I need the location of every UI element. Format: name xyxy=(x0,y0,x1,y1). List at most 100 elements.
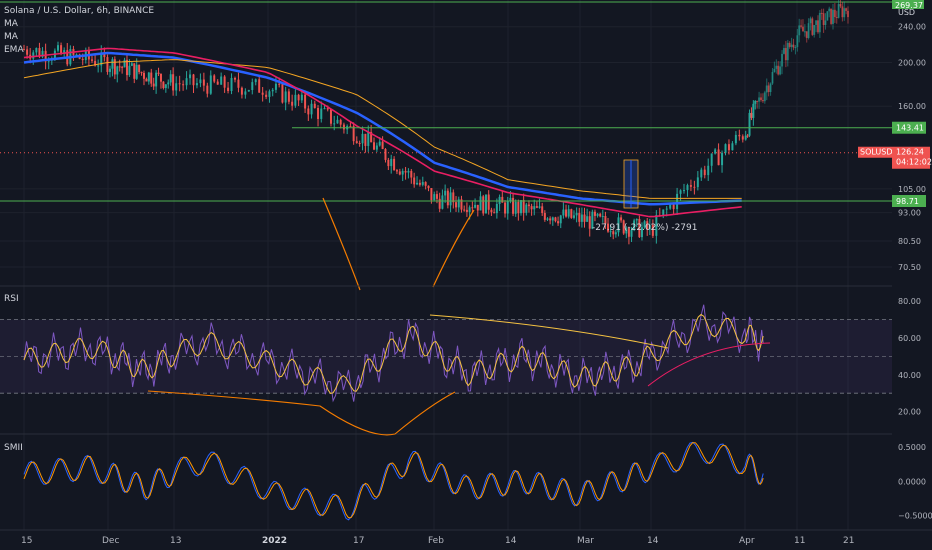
candle-body xyxy=(646,221,649,230)
candle-body xyxy=(617,217,620,233)
candle-body xyxy=(514,202,517,214)
rsi-pane[interactable]: RSI xyxy=(0,294,892,436)
current-symbol-label: SOLUSD xyxy=(860,148,893,157)
candle-body xyxy=(763,92,766,102)
candle-body xyxy=(393,158,396,171)
level-tag-label: 143.41 xyxy=(896,124,924,133)
candle-body xyxy=(830,8,833,24)
candle-body xyxy=(125,59,128,76)
candle-body xyxy=(145,78,148,82)
candle-body xyxy=(583,214,586,222)
candle-body xyxy=(707,165,710,176)
candle-body xyxy=(798,25,801,36)
candle-body xyxy=(387,159,390,167)
candle-body xyxy=(128,65,131,76)
ema-line xyxy=(23,47,742,218)
candle-body xyxy=(268,91,271,97)
price-axis[interactable]: 269.37 USD 240.00 200.00 160.00 105.00 93.00… xyxy=(858,0,932,530)
candle-body xyxy=(23,49,25,51)
candle-body xyxy=(297,94,300,101)
candle-body xyxy=(175,83,178,91)
candle-body xyxy=(683,190,686,192)
drawn-curve-right[interactable] xyxy=(432,209,475,288)
candle-body xyxy=(444,190,447,196)
time-label-21: 21 xyxy=(843,536,854,546)
time-axis[interactable]: 15 Dec 13 2022 17 Feb 14 Mar 14 Apr 11 2… xyxy=(0,529,932,550)
top-price-label: 269.37 xyxy=(895,1,923,10)
candle-body xyxy=(271,89,274,92)
candle-body xyxy=(696,177,699,188)
level-lines[interactable] xyxy=(0,127,892,202)
candle-body xyxy=(323,108,326,110)
candle-body xyxy=(455,202,458,208)
candle-body xyxy=(525,204,528,213)
time-label-2022: 2022 xyxy=(262,536,287,546)
time-axis-bg xyxy=(0,530,932,550)
candle-body xyxy=(349,126,352,128)
candle-body xyxy=(724,144,727,153)
level-tag-label: 98.71 xyxy=(896,197,919,206)
candle-body xyxy=(655,214,658,236)
candle-body xyxy=(689,185,692,187)
candle-body xyxy=(446,190,449,206)
candle-body xyxy=(460,199,463,210)
candle-body xyxy=(468,207,471,212)
candle-body xyxy=(155,72,158,87)
candle-body xyxy=(538,206,541,208)
candle-body xyxy=(672,204,675,210)
price-pane[interactable]: -27.91 (-22.02%) -2791 Solana / U.S. Dol… xyxy=(0,0,892,291)
rsi-trendline[interactable] xyxy=(429,314,669,349)
candle-body xyxy=(786,42,789,61)
candle-body xyxy=(63,50,66,55)
candle-body xyxy=(416,182,419,185)
candle-body xyxy=(549,218,552,221)
candle-body xyxy=(152,83,155,87)
candle-body xyxy=(640,227,643,238)
smii-tick-label: 0.5000 xyxy=(898,443,926,452)
indicator-ma-2[interactable]: MA xyxy=(4,32,19,42)
rsi-drawn-curve[interactable] xyxy=(147,390,456,436)
candle-body xyxy=(818,12,821,33)
indicator-ema[interactable]: EMA xyxy=(4,45,24,55)
candle-body xyxy=(438,198,441,209)
candle-body xyxy=(233,77,236,80)
candle-body xyxy=(794,47,797,49)
smii-pane[interactable]: SMII xyxy=(4,441,764,521)
candle-body xyxy=(826,11,829,21)
candle-body xyxy=(220,76,223,85)
candle-body xyxy=(604,215,607,224)
candle-body xyxy=(504,202,507,214)
candle-body xyxy=(771,72,774,84)
candle-body xyxy=(801,26,804,32)
candle-body xyxy=(495,203,498,214)
candle-body xyxy=(384,149,387,160)
candle-body xyxy=(760,97,762,101)
indicator-ma-1[interactable]: MA xyxy=(4,19,19,29)
candle-body xyxy=(44,50,47,62)
candle-body xyxy=(779,66,782,75)
candle-body xyxy=(588,216,591,229)
candle-body xyxy=(761,100,764,102)
candle-body xyxy=(157,72,160,74)
candle-body xyxy=(765,85,768,93)
candle-body xyxy=(244,91,247,95)
candle-body xyxy=(404,170,407,173)
candle-body xyxy=(381,141,384,150)
candle-body xyxy=(512,197,515,214)
drawn-curve-left[interactable] xyxy=(322,197,361,291)
time-label-apr: Apr xyxy=(739,536,755,546)
candle-body xyxy=(527,204,530,207)
candle-body xyxy=(820,12,823,14)
candle-body xyxy=(614,232,617,235)
candle-body xyxy=(662,209,665,216)
countdown-label: 04:12:02 xyxy=(896,158,932,167)
smii-line xyxy=(23,441,764,521)
candle-body xyxy=(287,91,290,102)
candle-body xyxy=(47,60,50,62)
candle-body xyxy=(567,209,570,217)
candle-body xyxy=(182,84,185,86)
candle-body xyxy=(375,145,378,150)
rsi-curve-pink[interactable] xyxy=(647,342,771,387)
candle-body xyxy=(835,17,838,19)
